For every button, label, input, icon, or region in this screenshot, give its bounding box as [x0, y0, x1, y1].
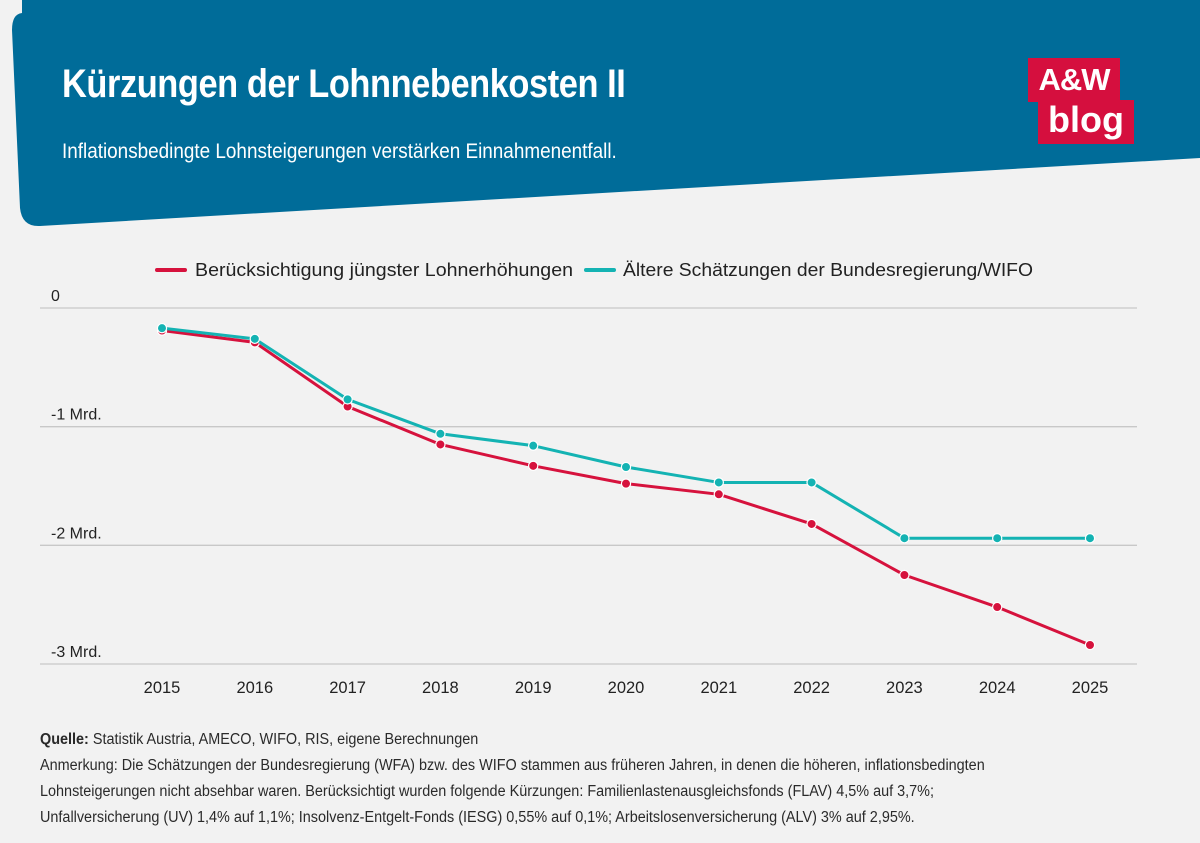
chart-footer: Quelle: Statistik Austria, AMECO, WIFO, … — [40, 727, 1160, 831]
data-point-series1 — [1084, 639, 1096, 651]
data-point-series1 — [528, 460, 539, 472]
data-point-series2 — [435, 428, 446, 439]
line-chart: Berücksichtigung jüngster Lohnerhöhungen… — [40, 259, 1137, 697]
legend-label-1: Berücksichtigung jüngster Lohnerhöhungen — [195, 259, 573, 280]
x-tick-label: 2025 — [1072, 679, 1109, 697]
note-line-1: Anmerkung: Die Schätzungen der Bundesreg… — [40, 757, 985, 774]
source-text: Statistik Austria, AMECO, WIFO, RIS, eig… — [88, 731, 479, 748]
data-point-series1 — [620, 478, 632, 489]
chart-series — [156, 322, 1096, 651]
x-tick-label: 2017 — [329, 679, 366, 697]
source-line: Quelle: Statistik Austria, AMECO, WIFO, … — [40, 727, 1082, 753]
legend-label-2: Ältere Schätzungen der Bundesregierung/W… — [623, 259, 1033, 280]
data-point-series1 — [992, 601, 1003, 613]
header-banner-shape — [12, 0, 1200, 227]
y-tick-label: -3 Mrd. — [51, 644, 102, 661]
data-point-series2 — [806, 477, 817, 488]
page-subtitle: Inflationsbedingte Lohnsteigerungen vers… — [62, 140, 617, 163]
data-point-series2 — [249, 333, 260, 345]
x-axis: 2015 2016 2017 2018 2019 2020 2021 2022 2023 2024… — [144, 679, 1109, 697]
data-point-series2 — [713, 477, 725, 488]
data-point-series2 — [156, 322, 168, 334]
page-title: Kürzungen der Lohnnebenkosten II — [62, 62, 626, 106]
note-line-3: Unfallversicherung (UV) 1,4% auf 1,1%; I… — [40, 809, 915, 826]
series-line-2 — [161, 326, 1090, 540]
x-tick-label: 2024 — [979, 679, 1016, 697]
data-point-series2 — [992, 533, 1003, 544]
data-point-series2 — [620, 461, 632, 473]
x-tick-label: 2023 — [886, 679, 923, 697]
data-point-series1 — [435, 439, 446, 450]
x-tick-label: 2021 — [700, 679, 737, 697]
y-tick-label: -2 Mrd. — [51, 525, 102, 542]
data-point-series1 — [899, 569, 910, 581]
logo-blog-text: blog — [1038, 100, 1134, 144]
x-tick-label: 2016 — [236, 679, 273, 697]
source-label: Quelle: — [40, 731, 89, 748]
data-point-series2 — [899, 533, 910, 544]
aw-blog-logo[interactable]: A&W blog — [1028, 58, 1138, 148]
y-tick-label: 0 — [51, 288, 60, 305]
data-point-series1 — [713, 489, 725, 500]
logo-aw-text: A&W — [1028, 58, 1120, 102]
chart-grid: 0 -1 Mrd. -2 Mrd. -3 Mrd. — [40, 288, 1137, 665]
data-point-series2 — [1084, 533, 1096, 544]
x-tick-label: 2015 — [144, 679, 181, 697]
data-point-series2 — [528, 440, 539, 451]
x-tick-label: 2019 — [515, 679, 552, 697]
data-point-series2 — [342, 394, 353, 405]
chart-legend: Berücksichtigung jüngster Lohnerhöhungen… — [155, 259, 1033, 280]
x-tick-label: 2022 — [793, 679, 830, 697]
note-line-2: Lohnsteigerungen nicht absehbar waren. B… — [40, 783, 935, 800]
y-tick-label: -1 Mrd. — [51, 407, 102, 424]
data-point-series1 — [806, 518, 817, 530]
x-tick-label: 2020 — [608, 679, 645, 697]
x-tick-label: 2018 — [422, 679, 459, 697]
header-banner — [12, 0, 1200, 227]
